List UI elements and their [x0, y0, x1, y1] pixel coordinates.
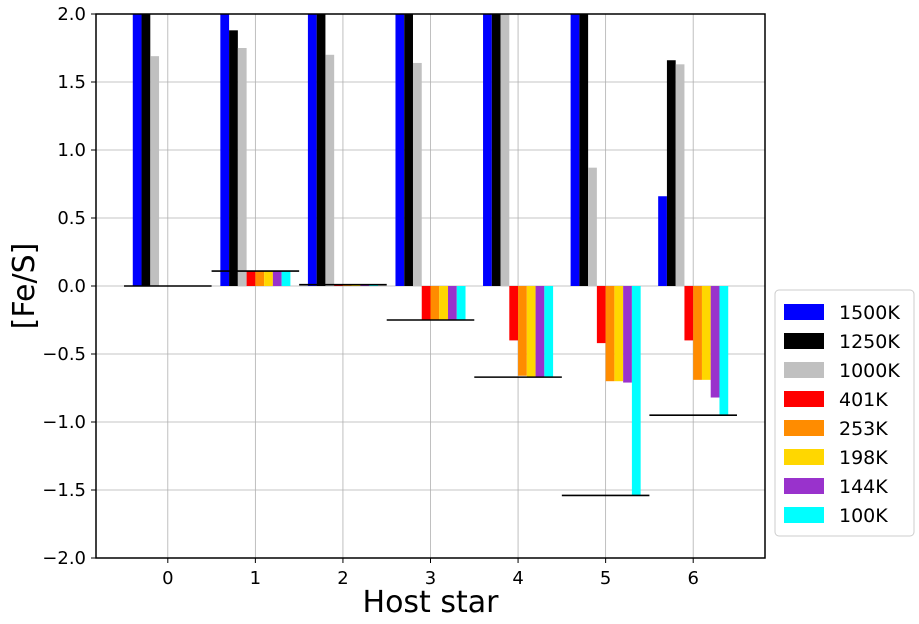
bar	[237, 48, 247, 286]
x-tick-label: 4	[512, 568, 523, 589]
y-tick-label: 1.0	[57, 140, 86, 161]
bar	[255, 271, 265, 286]
bar	[693, 286, 702, 380]
y-tick-label: −1.0	[42, 412, 86, 433]
bar	[579, 14, 589, 286]
x-tick-label: 0	[162, 568, 173, 589]
x-tick-label: 3	[425, 568, 436, 589]
bar	[631, 286, 641, 496]
bar	[439, 286, 449, 320]
bar	[535, 286, 545, 378]
bar	[500, 14, 510, 286]
legend-label: 198K	[839, 447, 888, 469]
legend-swatch	[784, 420, 824, 436]
legend-label: 1500K	[839, 302, 900, 324]
legend-swatch	[784, 362, 824, 378]
bar	[412, 62, 422, 287]
y-tick-label: −0.5	[42, 344, 86, 365]
bar	[220, 14, 230, 286]
bar	[614, 286, 624, 382]
bar	[701, 286, 711, 380]
bar	[421, 286, 431, 320]
y-tick-label: 1.5	[57, 72, 86, 93]
bar	[281, 271, 291, 286]
x-axis-label: Host star	[363, 585, 500, 620]
bar	[246, 271, 256, 286]
x-axis-ticks: 0 1 2 3 4 5 6	[162, 558, 699, 589]
legend-swatch	[784, 449, 824, 465]
bar	[491, 14, 501, 286]
y-axis-label: [Fe/S]	[7, 243, 42, 330]
bar	[430, 286, 440, 320]
bar	[605, 286, 615, 382]
bar	[544, 286, 554, 378]
bar	[588, 167, 597, 286]
legend-label: 401K	[839, 389, 888, 411]
bar	[570, 14, 580, 286]
legend-label: 100K	[839, 505, 888, 527]
legend-swatch	[784, 478, 824, 494]
bar	[150, 56, 160, 286]
bar	[141, 14, 151, 286]
bar	[316, 14, 326, 286]
bar	[518, 286, 527, 376]
y-tick-label: 0.5	[57, 208, 86, 229]
legend: 1500K 1250K 1000K 401K 253K 198K 144K 100K	[774, 289, 915, 537]
legend-swatch	[784, 507, 824, 523]
bar	[395, 14, 405, 286]
bar	[404, 14, 413, 286]
legend-label: 1250K	[839, 331, 900, 353]
legend-label: 1000K	[839, 360, 900, 382]
legend-swatch	[784, 333, 824, 349]
x-tick-label: 5	[600, 568, 611, 589]
bars	[132, 14, 729, 496]
y-axis-ticks: −2.0 −1.5 −1.0 −0.5 0.0 0.5 1.0 1.5 2.0	[42, 4, 96, 569]
bar	[526, 286, 536, 378]
legend-swatch	[784, 391, 824, 407]
bar	[719, 286, 729, 416]
bar	[325, 54, 335, 286]
bar	[623, 286, 632, 383]
x-tick-label: 2	[337, 568, 348, 589]
bar	[272, 271, 282, 286]
x-tick-label: 6	[687, 568, 698, 589]
y-tick-label: 0.0	[57, 276, 86, 297]
bar	[596, 286, 606, 344]
bar	[710, 286, 720, 398]
bar	[229, 30, 238, 286]
y-tick-label: −1.5	[42, 480, 86, 501]
bar	[483, 14, 492, 286]
bar	[684, 286, 694, 341]
legend-box	[774, 289, 915, 537]
bar	[132, 14, 142, 286]
bar	[509, 286, 519, 341]
reference-lines	[124, 270, 737, 497]
legend-swatch	[784, 304, 824, 320]
y-tick-label: −2.0	[42, 548, 86, 569]
y-tick-label: 2.0	[57, 4, 86, 25]
legend-label: 144K	[839, 476, 888, 498]
bar	[264, 271, 273, 286]
bar	[658, 196, 667, 286]
bar	[456, 286, 466, 320]
legend-label: 253K	[839, 418, 888, 440]
bar	[675, 64, 685, 286]
bar	[448, 286, 457, 320]
x-tick-label: 1	[250, 568, 261, 589]
bar	[666, 60, 676, 286]
bar	[307, 14, 317, 286]
